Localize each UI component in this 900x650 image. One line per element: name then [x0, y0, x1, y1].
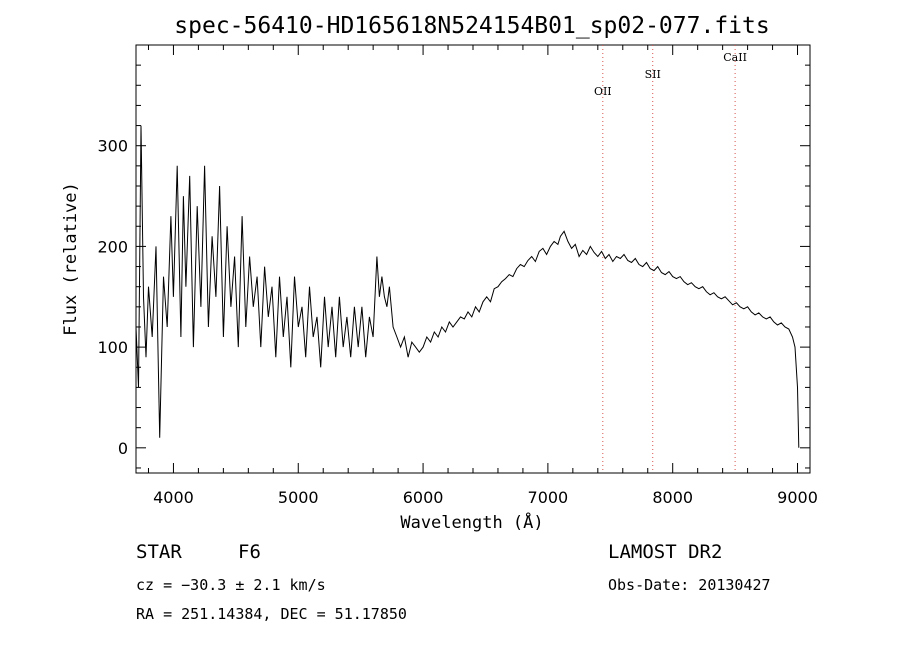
coordinates: RA = 251.14384, DEC = 51.17850	[136, 605, 407, 623]
series-layer	[135, 125, 800, 448]
x-tick-label: 4000	[153, 488, 194, 507]
object-class: STAR	[136, 541, 182, 563]
y-tick-label: 300	[97, 137, 128, 156]
y-tick-label: 200	[97, 237, 128, 256]
x-axis-label: Wavelength (Å)	[400, 511, 543, 533]
spectrum-series-0	[135, 125, 800, 448]
y-tick-label: 100	[97, 338, 128, 357]
y-axis-label: Flux (relative)	[61, 182, 81, 336]
x-tick-label: 6000	[403, 488, 444, 507]
x-tick-label: 8000	[652, 488, 693, 507]
marker-label-sii: SII	[645, 68, 661, 81]
axis-ticks: 4000 5000 6000 7000 8000 9000 0 100 200 300	[97, 44, 818, 507]
y-tick-label: 0	[118, 439, 128, 458]
plot-frame	[135, 44, 811, 474]
marker-label-oii: OII	[594, 85, 612, 98]
object-subclass: F6	[238, 541, 261, 563]
redshift-readout: cz = −30.3 ± 2.1 km/s	[136, 576, 326, 594]
chart-title: spec-56410-HD165618N524154B01_sp02-077.f…	[174, 13, 769, 39]
x-tick-label: 9000	[777, 488, 818, 507]
obs-date: Obs-Date: 20130427	[608, 576, 771, 594]
x-tick-label: 7000	[528, 488, 569, 507]
marker-label-caii: CaII	[723, 51, 747, 64]
spectral-line-markers: OII SII CaII	[594, 45, 747, 473]
survey-name: LAMOST DR2	[608, 541, 723, 563]
x-tick-label: 5000	[278, 488, 319, 507]
